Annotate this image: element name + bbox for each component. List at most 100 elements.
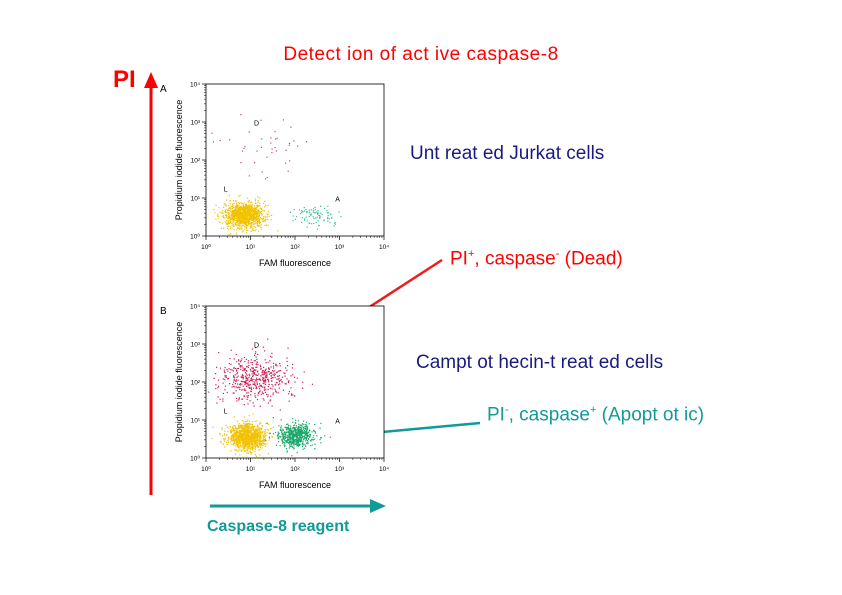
data-point bbox=[278, 377, 280, 379]
data-point bbox=[231, 440, 233, 442]
data-point bbox=[246, 219, 248, 221]
data-point bbox=[257, 433, 259, 435]
data-point bbox=[232, 427, 234, 429]
data-point bbox=[242, 385, 244, 387]
data-point bbox=[257, 196, 259, 198]
data-point bbox=[303, 427, 305, 429]
data-point bbox=[270, 395, 272, 397]
data-point bbox=[240, 214, 242, 216]
data-point bbox=[264, 369, 267, 371]
data-point bbox=[277, 375, 279, 377]
data-point bbox=[266, 393, 268, 395]
data-point bbox=[260, 208, 262, 210]
data-point bbox=[252, 367, 254, 369]
data-point bbox=[257, 370, 259, 372]
data-point bbox=[271, 356, 273, 358]
data-point bbox=[233, 416, 235, 418]
data-point bbox=[237, 450, 239, 452]
data-point bbox=[257, 371, 259, 373]
data-point bbox=[231, 436, 233, 438]
data-point bbox=[314, 443, 316, 445]
data-point bbox=[237, 215, 239, 217]
data-point bbox=[235, 380, 237, 382]
data-point bbox=[260, 226, 262, 229]
data-point bbox=[251, 373, 253, 375]
data-point bbox=[263, 221, 265, 223]
data-point bbox=[295, 432, 297, 434]
data-point bbox=[237, 217, 239, 219]
data-point bbox=[285, 149, 287, 151]
data-point bbox=[239, 206, 242, 208]
data-point bbox=[324, 207, 326, 209]
data-point bbox=[253, 214, 255, 216]
data-point bbox=[255, 430, 257, 432]
data-point bbox=[230, 205, 232, 207]
data-point bbox=[224, 210, 226, 212]
data-point bbox=[256, 383, 258, 385]
data-point bbox=[237, 227, 239, 229]
data-point bbox=[229, 219, 231, 221]
data-point bbox=[228, 222, 230, 225]
data-point bbox=[296, 452, 298, 454]
data-point bbox=[225, 208, 227, 211]
data-point bbox=[226, 222, 228, 224]
data-point bbox=[250, 434, 252, 436]
data-point bbox=[292, 438, 294, 440]
data-point bbox=[235, 437, 237, 439]
data-point bbox=[287, 423, 289, 425]
data-point bbox=[247, 425, 249, 427]
data-point bbox=[211, 132, 213, 134]
data-point bbox=[246, 229, 248, 231]
data-point bbox=[294, 435, 296, 437]
data-point bbox=[253, 216, 255, 219]
data-point bbox=[265, 430, 267, 432]
data-point bbox=[235, 201, 237, 203]
data-point bbox=[223, 438, 225, 440]
data-point bbox=[265, 224, 268, 226]
data-point bbox=[235, 430, 237, 432]
data-point bbox=[264, 434, 266, 436]
data-point bbox=[251, 216, 253, 218]
data-point bbox=[236, 367, 238, 370]
data-point bbox=[261, 214, 263, 216]
data-point bbox=[248, 451, 250, 453]
data-point bbox=[251, 218, 253, 221]
region-label: L bbox=[224, 186, 228, 193]
data-point bbox=[268, 433, 270, 435]
data-point bbox=[259, 197, 261, 199]
data-point bbox=[275, 363, 277, 365]
data-point bbox=[305, 433, 307, 435]
data-point bbox=[252, 206, 254, 208]
data-point bbox=[242, 206, 244, 209]
data-point bbox=[245, 220, 247, 222]
data-point bbox=[245, 437, 247, 439]
data-point bbox=[243, 215, 245, 217]
data-point bbox=[233, 358, 235, 360]
data-point bbox=[299, 432, 301, 435]
data-point bbox=[265, 220, 267, 222]
y-tick-label: 10³ bbox=[191, 342, 201, 349]
data-point bbox=[259, 383, 261, 385]
data-point bbox=[227, 217, 229, 219]
data-point bbox=[226, 426, 228, 428]
data-point bbox=[240, 206, 242, 208]
data-point bbox=[252, 429, 254, 431]
data-point bbox=[222, 212, 224, 214]
data-point bbox=[248, 380, 251, 382]
data-point bbox=[289, 428, 291, 430]
data-point bbox=[260, 422, 262, 424]
data-point bbox=[243, 404, 245, 406]
data-point bbox=[241, 213, 244, 215]
data-point bbox=[289, 437, 292, 439]
data-point bbox=[238, 386, 240, 388]
data-point bbox=[245, 379, 247, 381]
data-point bbox=[244, 210, 246, 212]
data-point bbox=[240, 437, 242, 439]
data-point bbox=[250, 227, 252, 229]
data-point bbox=[295, 422, 297, 424]
data-point bbox=[300, 427, 302, 429]
data-point bbox=[275, 138, 277, 140]
data-point bbox=[314, 212, 316, 214]
data-point bbox=[255, 212, 257, 214]
data-point bbox=[307, 427, 309, 429]
